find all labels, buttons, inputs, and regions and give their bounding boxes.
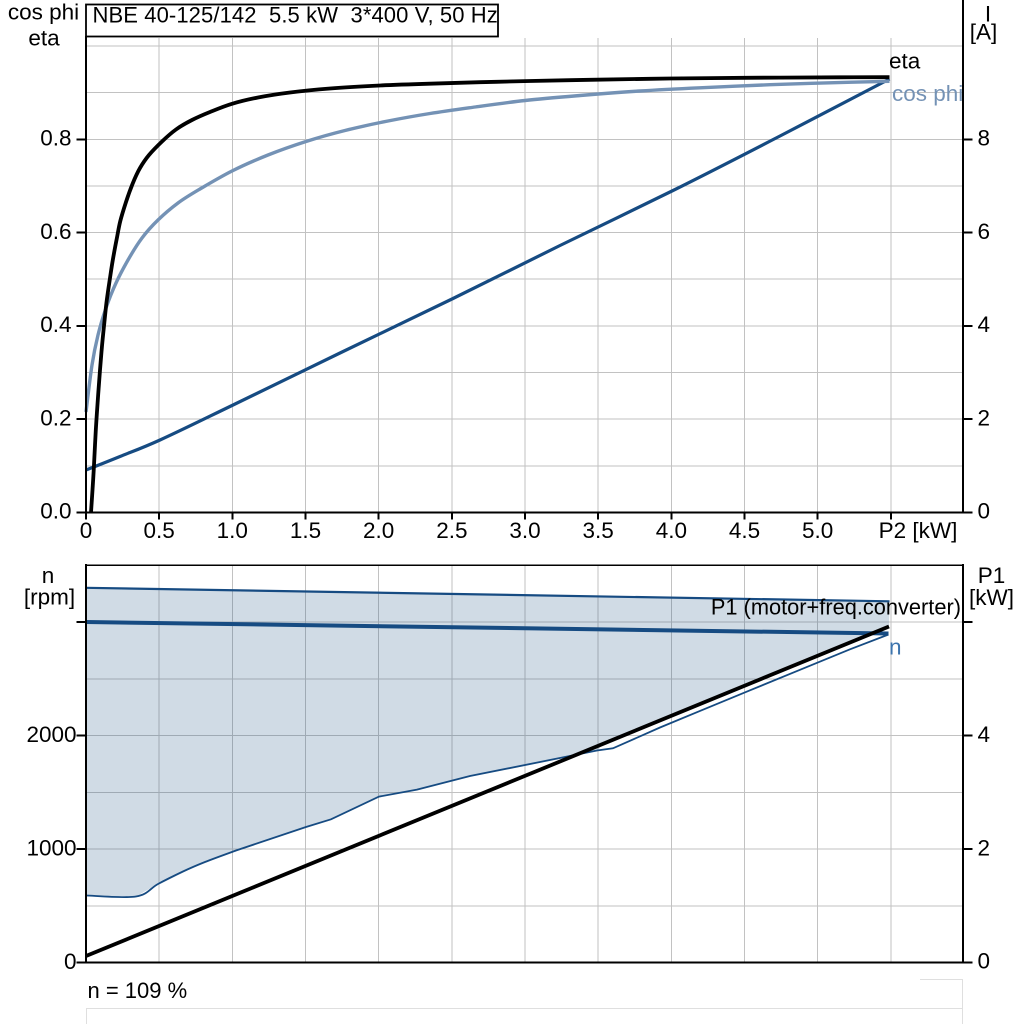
- svg-text:[kW]: [kW]: [969, 585, 1014, 610]
- svg-text:3.0: 3.0: [509, 518, 540, 543]
- svg-text:P1: P1: [978, 563, 1006, 588]
- svg-text:2: 2: [978, 835, 991, 860]
- svg-text:1.0: 1.0: [217, 518, 248, 543]
- svg-text:4.0: 4.0: [656, 518, 687, 543]
- svg-text:I: I: [985, 2, 991, 27]
- svg-text:n: n: [889, 635, 902, 660]
- svg-text:n: n: [42, 563, 55, 588]
- svg-text:0.0: 0.0: [40, 499, 71, 524]
- svg-text:8: 8: [978, 126, 991, 151]
- svg-text:2: 2: [978, 405, 991, 430]
- svg-text:0.5: 0.5: [144, 518, 175, 543]
- svg-text:1000: 1000: [26, 836, 76, 861]
- svg-text:2.0: 2.0: [363, 518, 394, 543]
- svg-text:[rpm]: [rpm]: [24, 585, 75, 610]
- svg-text:2.5: 2.5: [436, 518, 467, 543]
- svg-text:5.0: 5.0: [802, 518, 833, 543]
- svg-text:0.6: 0.6: [40, 219, 71, 244]
- svg-text:P2 [kW]: P2 [kW]: [879, 518, 958, 543]
- svg-text:cos phi: cos phi: [892, 81, 963, 106]
- svg-text:4.5: 4.5: [729, 518, 760, 543]
- svg-text:P1 (motor+freq.converter): P1 (motor+freq.converter): [711, 595, 961, 620]
- svg-text:0.8: 0.8: [40, 126, 71, 151]
- svg-text:0.2: 0.2: [40, 405, 71, 430]
- svg-text:n = 109 %: n = 109 %: [88, 978, 188, 1003]
- svg-text:[A]: [A]: [970, 20, 998, 45]
- svg-text:NBE 40-125/142 5.5 kW 3*400: NBE 40-125/142 5.5 kW 3*400 V, 50 Hz: [93, 2, 498, 27]
- svg-text:0: 0: [978, 949, 991, 974]
- svg-text:6: 6: [978, 219, 991, 244]
- svg-text:3.5: 3.5: [583, 518, 614, 543]
- svg-text:1.5: 1.5: [290, 518, 321, 543]
- svg-text:0: 0: [978, 499, 991, 524]
- svg-text:eta: eta: [28, 26, 60, 51]
- svg-text:0: 0: [80, 518, 93, 543]
- svg-text:eta: eta: [889, 49, 921, 74]
- svg-text:4: 4: [978, 312, 991, 337]
- svg-text:0: 0: [64, 949, 77, 974]
- svg-text:4: 4: [978, 722, 991, 747]
- svg-text:0.4: 0.4: [40, 312, 71, 337]
- svg-text:2000: 2000: [26, 722, 76, 747]
- svg-text:cos phi: cos phi: [8, 0, 79, 25]
